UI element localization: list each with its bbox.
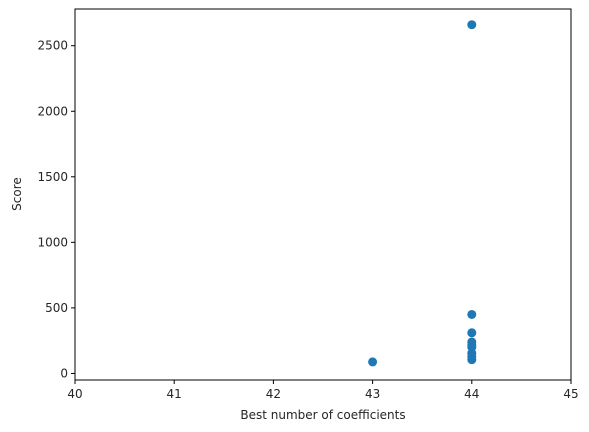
- y-tick-label: 500: [45, 301, 68, 315]
- x-tick-label: 42: [266, 387, 281, 401]
- data-point: [467, 20, 477, 30]
- x-tick-label: 44: [464, 387, 479, 401]
- data-point: [467, 328, 477, 338]
- plot-frame: [74, 8, 572, 381]
- y-tick-label: 2000: [37, 104, 68, 118]
- y-tick-label: 1000: [37, 235, 68, 249]
- y-axis-label: Score: [10, 177, 24, 211]
- x-tick-label: 45: [563, 387, 578, 401]
- x-tick-label: 41: [167, 387, 182, 401]
- data-point: [467, 309, 477, 319]
- y-axis-ticks: 0 500 1000 1500 2000 2500: [37, 39, 75, 380]
- y-tick-label: 2500: [37, 39, 68, 53]
- x-axis-ticks: 40 41 42 43 44 45: [67, 380, 579, 401]
- data-point: [467, 355, 477, 365]
- x-tick-label: 40: [67, 387, 82, 401]
- y-tick-label: 1500: [37, 170, 68, 184]
- x-axis-label: Best number of coefficients: [240, 408, 405, 422]
- x-tick-label: 43: [365, 387, 380, 401]
- plot-area: [75, 9, 571, 380]
- data-points: [368, 20, 477, 367]
- data-point: [368, 357, 378, 367]
- y-tick-label: 0: [60, 366, 68, 380]
